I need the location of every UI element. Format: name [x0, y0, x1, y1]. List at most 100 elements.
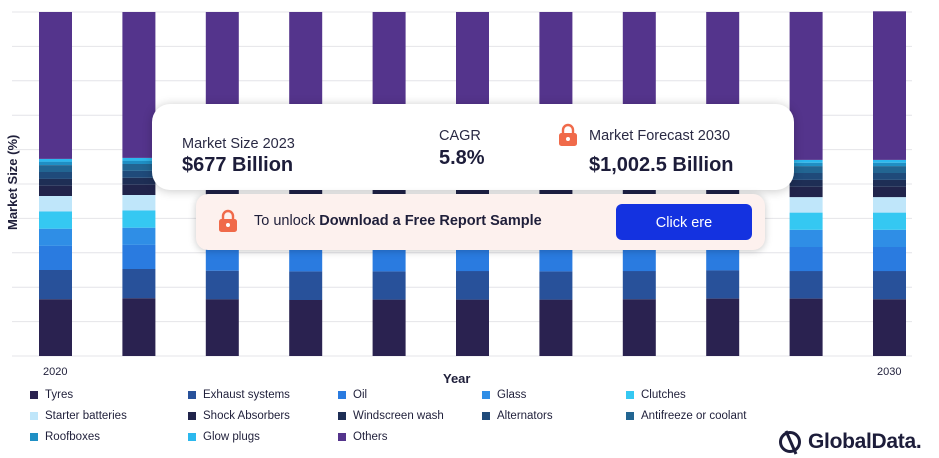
lock-icon — [218, 209, 238, 238]
legend-swatch — [482, 391, 490, 399]
unlock-report-banner: To unlock Download a Free Report Sample … — [196, 194, 765, 250]
click-here-button[interactable]: Click ere — [616, 204, 752, 240]
bar-segment-2020-roofboxes — [39, 161, 72, 165]
unlock-bold-text: Download a Free Report Sample — [319, 213, 542, 229]
bar-segment-2022-tyres — [205, 299, 239, 356]
bar-segment-2026-oil — [539, 247, 573, 272]
bar-segment-2025-shock-absorbers — [456, 186, 489, 198]
bar-segment-2028-shock-absorbers — [706, 186, 740, 197]
legend-label: Glow plugs — [203, 431, 260, 443]
bar-segment-2021-exhaust-systems — [122, 269, 156, 299]
legend-label: Antifreeze or coolant — [641, 410, 747, 422]
bar-segment-2021-tyres — [122, 298, 156, 356]
market-size-label: Market Size 2023 — [182, 136, 295, 152]
bar-segment-2024-exhaust-systems — [372, 271, 406, 300]
bar-segment-2020-exhaust-systems — [39, 270, 72, 300]
legend-swatch — [188, 412, 196, 420]
lock-icon — [558, 123, 578, 152]
bar-segment-2025-exhaust-systems — [456, 271, 489, 300]
bar-segment-2021-windscreen-wash — [122, 177, 156, 185]
market-forecast-value: $1,002.5 Billion — [589, 154, 734, 176]
legend-swatch — [30, 433, 38, 441]
legend-swatch — [338, 391, 346, 399]
legend-item-tyres: Tyres — [30, 389, 73, 401]
bar-segment-2030-glass — [873, 229, 906, 247]
bar-segment-2023-shock-absorbers — [289, 187, 323, 198]
bar-segment-2020-windscreen-wash — [39, 178, 72, 186]
market-summary-card: Market Size 2023 $677 Billion CAGR 5.8% … — [152, 104, 794, 190]
bar-segment-2030-shock-absorbers — [873, 186, 906, 198]
legend-swatch — [30, 412, 38, 420]
bar-segment-2029-alternators — [789, 173, 823, 180]
bar-segment-2029-windscreen-wash — [789, 179, 823, 187]
bar-segment-2021-roofboxes — [122, 160, 156, 164]
legend-item-starter-batteries: Starter batteries — [30, 410, 127, 422]
bar-segment-2027-exhaust-systems — [622, 271, 656, 300]
bar-segment-2024-oil — [372, 247, 406, 272]
bar-segment-2030-others — [873, 11, 906, 160]
legend-swatch — [626, 391, 634, 399]
legend-swatch — [338, 412, 346, 420]
legend-label: Oil — [353, 389, 368, 401]
bar-segment-2020-clutches — [39, 211, 72, 229]
bar-segment-2020-alternators — [39, 172, 72, 179]
legend-label: Alternators — [497, 410, 553, 422]
bar-segment-2025-tyres — [456, 299, 489, 356]
legend-label: Starter batteries — [45, 410, 127, 422]
unlock-text: To unlock Download a Free Report Sample — [254, 213, 542, 229]
legend-swatch — [482, 412, 490, 420]
legend-item-antifreeze-or-coolant: Antifreeze or coolant — [626, 410, 746, 422]
bar-segment-2028-exhaust-systems — [706, 270, 740, 299]
globaldata-wordmark: GlobalData. — [808, 430, 922, 453]
x-axis-title: Year — [443, 371, 471, 386]
legend-swatch — [30, 391, 38, 399]
legend-item-alternators: Alternators — [482, 410, 553, 422]
legend-swatch — [626, 412, 634, 420]
bar-segment-2030-exhaust-systems — [873, 271, 906, 300]
legend-label: Windscreen wash — [353, 410, 444, 422]
bar-segment-2030-clutches — [873, 212, 906, 230]
market-forecast-label: Market Forecast 2030 — [589, 128, 731, 144]
bar-segment-2021-antifreeze-or-coolant — [122, 164, 156, 171]
bar-segment-2030-starter-batteries — [873, 197, 906, 213]
legend-item-others: Others — [338, 431, 388, 443]
bar-segment-2030-alternators — [873, 173, 906, 180]
bar-segment-2029-tyres — [789, 298, 823, 356]
bar-segment-2021-others — [122, 12, 156, 158]
legend-label: Clutches — [641, 389, 686, 401]
bar-segment-2029-roofboxes — [789, 162, 823, 167]
bar-segment-2029-exhaust-systems — [789, 271, 823, 299]
cagr-value: 5.8% — [439, 147, 485, 169]
bar-segment-2029-others — [789, 12, 823, 160]
x-tick-label-last: 2030 — [877, 366, 902, 378]
bar-segment-2026-shock-absorbers — [539, 187, 573, 198]
x-tick-label-first: 2020 — [43, 366, 68, 378]
bar-segment-2020-glass — [39, 228, 72, 246]
bar-segment-2024-shock-absorbers — [372, 187, 406, 198]
bar-segment-2029-antifreeze-or-coolant — [789, 166, 823, 173]
bar-segment-2020-starter-batteries — [39, 196, 72, 212]
cagr-label: CAGR — [439, 128, 481, 144]
bar-segment-2029-clutches — [789, 212, 823, 230]
legend-label: Roofboxes — [45, 431, 100, 443]
globaldata-logo[interactable]: GlobalData. — [778, 428, 922, 456]
market-size-value: $677 Billion — [182, 154, 294, 176]
bar-segment-2029-shock-absorbers — [789, 186, 823, 198]
bar-segment-2021-glow-plugs — [122, 157, 156, 161]
bar-segment-2030-roofboxes — [873, 162, 906, 167]
bar-segment-2028-oil — [706, 246, 740, 271]
bar-segment-2023-oil — [289, 247, 323, 272]
bar-segment-2021-alternators — [122, 170, 156, 178]
bar-segment-2024-tyres — [372, 299, 406, 356]
bar-segment-2030-windscreen-wash — [873, 179, 906, 187]
bar-segment-2023-tyres — [289, 299, 323, 356]
legend-item-glass: Glass — [482, 389, 526, 401]
globaldata-logo-icon — [779, 430, 801, 455]
bar-segment-2021-oil — [122, 244, 156, 269]
bar-segment-2029-glow-plugs — [789, 159, 823, 163]
bar-segment-2020-shock-absorbers — [39, 185, 72, 196]
legend-item-clutches: Clutches — [626, 389, 686, 401]
bar-segment-2029-glass — [789, 229, 823, 247]
bar-segment-2026-exhaust-systems — [539, 271, 573, 300]
bar-segment-2021-starter-batteries — [122, 195, 156, 211]
